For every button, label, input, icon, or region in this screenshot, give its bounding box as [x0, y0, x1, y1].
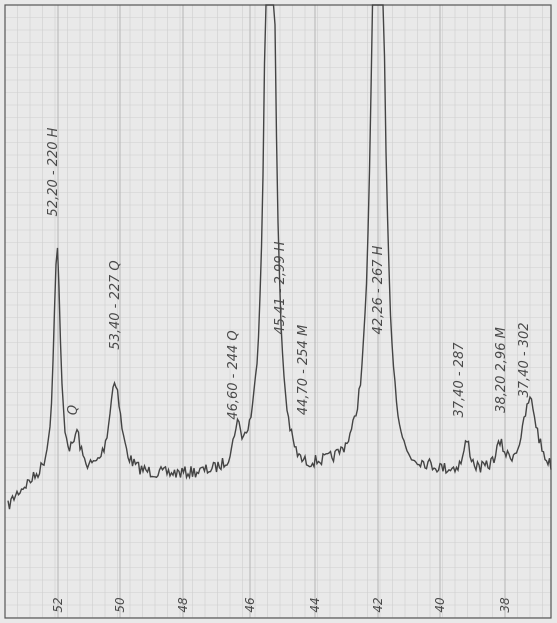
frame: [4, 4, 552, 619]
peak-annotation: 44,70 - 254 M: [296, 325, 311, 415]
peak-annotation: 38,20 2,96 M: [494, 327, 509, 413]
peak-annotation: 42,26 - 267 H: [371, 245, 386, 334]
axis-label: 50: [113, 597, 127, 613]
peak-annotation: 45,41 - 2,99 H: [273, 241, 288, 334]
peak-annotation: 53,40 - 227 Q: [108, 260, 123, 349]
peak-annotation: Q: [66, 405, 81, 415]
axis-label: 46: [243, 597, 257, 613]
peak-annotation: 46,60 - 244 Q: [226, 330, 241, 419]
axis-label: 52: [51, 597, 65, 612]
annotations: 52,20 - 220 H 53,40 - 227 Q Q 46,60 - 244 Q…: [46, 127, 532, 612]
axis-label: 40: [433, 597, 447, 613]
peak-annotation: 37,40 - 302: [517, 323, 532, 398]
axis-label: 42: [371, 597, 385, 612]
paper-grid: [4, 4, 551, 618]
axis-label: 44: [308, 597, 322, 612]
peak-annotation: 37,40 - 287: [452, 342, 467, 418]
peak-annotation: 52,20 - 220 H: [46, 127, 61, 216]
axis-label: 48: [176, 597, 190, 613]
axis-label: 38: [498, 597, 512, 613]
diffraction-trace: [7, 4, 552, 510]
